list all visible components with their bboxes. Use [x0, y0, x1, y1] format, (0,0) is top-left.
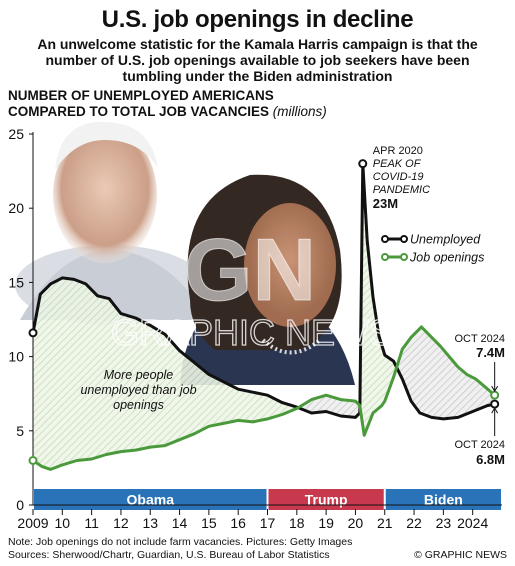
- administration-label: Biden: [424, 492, 463, 508]
- peak-annotation-value: 23M: [373, 196, 398, 211]
- legend-swatch-marker-right: [400, 253, 408, 261]
- gap-area-more-unemployed: [361, 163, 398, 436]
- x-tick-label: 14: [172, 515, 188, 531]
- footer-notes: Note: Job openings do not include farm v…: [8, 536, 352, 561]
- administration-label: Obama: [127, 492, 175, 508]
- x-tick-label: 16: [230, 515, 246, 531]
- x-tick-label: 2024: [457, 515, 488, 531]
- chart-title: U.S. job openings in decline: [101, 6, 414, 33]
- x-tick-label: 18: [289, 515, 305, 531]
- watermark-logo: GN: [184, 220, 316, 319]
- legend-swatch-marker-right: [400, 235, 408, 243]
- x-tick-label: 15: [201, 515, 217, 531]
- unemployed-start-point: [28, 328, 38, 338]
- chart-subtitle: An unwelcome statistic for the Kamala Ha…: [37, 36, 478, 84]
- gap-area-more-unemployed: [33, 277, 300, 470]
- peak-annotation-label-3: PANDEMIC: [373, 184, 430, 196]
- unemployed-peak-point: [358, 159, 368, 169]
- legend-label: Unemployed: [410, 233, 481, 247]
- x-tick-label: 17: [260, 515, 276, 531]
- x-tick-label: 10: [55, 515, 71, 531]
- footer-credit: © GRAPHIC NEWS: [414, 549, 507, 561]
- peak-annotation-date: APR 2020: [373, 145, 423, 157]
- chart-heading-line1: NUMBER OF UNEMPLOYED AMERICANS: [8, 88, 274, 103]
- unemployed-end-date: OCT 2024: [454, 439, 505, 451]
- x-tick-label: 12: [113, 515, 129, 531]
- unemployed-end-point: [490, 399, 500, 409]
- y-tick-label: 25: [8, 126, 24, 142]
- x-tick-label: 23: [436, 515, 452, 531]
- unemployed-end-arrow: [491, 407, 499, 414]
- shaded-area-label-line: openings: [113, 398, 164, 412]
- watermark-text: GRAPHIC NEWS: [111, 312, 393, 353]
- y-tick-label: 15: [8, 274, 24, 290]
- legend-swatch-marker-left: [381, 235, 389, 243]
- shaded-area-label: More people unemployed than job openings: [80, 368, 196, 412]
- politician-photos: [15, 121, 355, 385]
- job-openings-end-value: 7.4M: [476, 345, 505, 360]
- chart-heading-units: (millions): [272, 104, 327, 119]
- biden-photo: [15, 121, 210, 325]
- job-openings-end-arrow: [491, 385, 499, 393]
- x-tick-label: 19: [318, 515, 334, 531]
- peak-annotation-label-2: COVID-19: [373, 171, 424, 183]
- x-tick-label: 20: [348, 515, 364, 531]
- y-tick-label: 5: [16, 423, 24, 439]
- legend-swatch-marker-left: [381, 253, 389, 261]
- y-tick-label: 0: [16, 497, 24, 513]
- job-openings-start-point: [28, 455, 38, 465]
- shaded-area-label-line: More people: [104, 368, 174, 382]
- peak-annotation-label-1: PEAK OF: [373, 158, 422, 170]
- x-tick-label: 22: [406, 515, 422, 531]
- job-openings-line: [32, 325, 496, 471]
- shaded-area-label-line: unemployed than job: [80, 383, 196, 397]
- x-tick-label: 13: [142, 515, 158, 531]
- x-tick-label: 2009: [17, 515, 48, 531]
- chart-heading-line2: COMPARED TO TOTAL JOB VACANCIES: [8, 104, 270, 119]
- footer-note: Note: Job openings do not include farm v…: [8, 536, 353, 548]
- job-openings-end-date: OCT 2024: [454, 333, 505, 345]
- y-tick-label: 10: [8, 349, 24, 365]
- unemployed-end-value: 6.8M: [476, 452, 505, 467]
- x-tick-label: 11: [84, 515, 99, 531]
- gap-area-more-openings: [397, 326, 495, 419]
- legend-label: Job openings: [409, 251, 484, 265]
- footer-sources: Sources: Sherwood/Chartr, Guardian, U.S.…: [8, 548, 330, 561]
- job-openings-end-point: [490, 390, 500, 400]
- x-tick-label: 21: [377, 515, 393, 531]
- chart-heading: NUMBER OF UNEMPLOYED AMERICANS COMPARED …: [8, 88, 327, 120]
- y-tick-label: 20: [8, 200, 24, 216]
- harris-photo: [180, 174, 355, 385]
- administration-label: Trump: [305, 492, 348, 508]
